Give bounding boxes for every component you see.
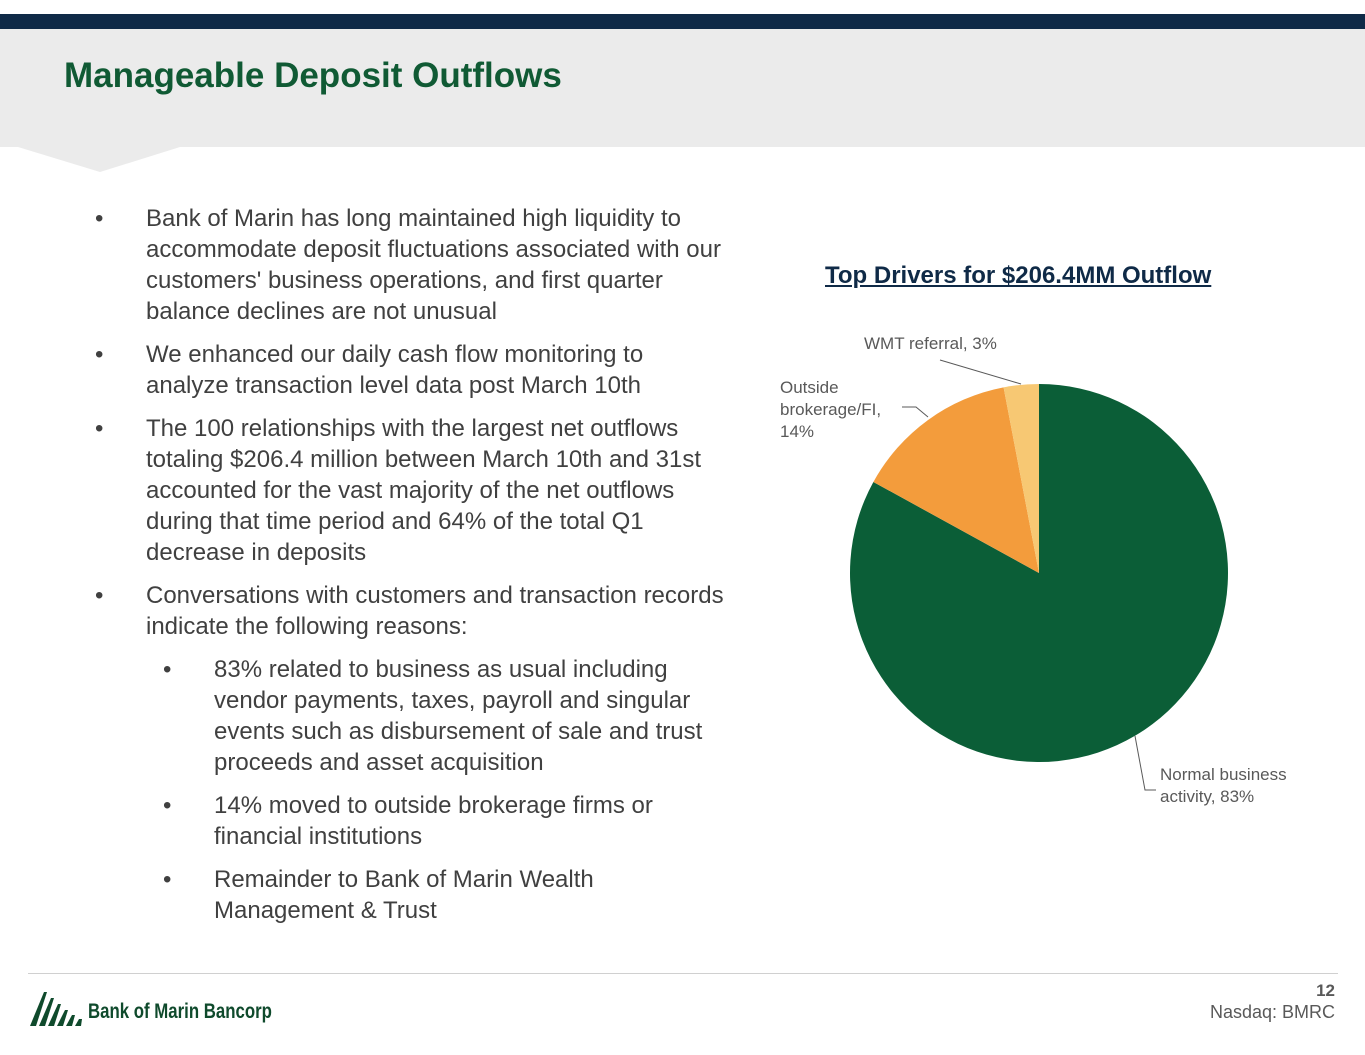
bullet-item: • The 100 relationships with the largest … (88, 413, 728, 568)
bullet-item: • Bank of Marin has long maintained high … (88, 203, 728, 327)
leader-line-normal (1134, 735, 1156, 791)
bullet-text: 83% related to business as usual includi… (214, 656, 703, 776)
label-outside-line: Outside (780, 378, 839, 397)
leader-line-outside (902, 406, 929, 418)
bullet-text: We enhanced our daily cash flow monitori… (146, 341, 644, 399)
label-normal: Normal business activity, 83% (1160, 764, 1287, 808)
chart-title: Top Drivers for $206.4MM Outflow (825, 262, 1212, 289)
sub-bullet-item: • 14% moved to outside brokerage firms or… (88, 790, 728, 852)
page-title: Manageable Deposit Outflows (64, 56, 562, 95)
bullet-dot: • (95, 205, 104, 232)
bullet-dot: • (95, 582, 104, 609)
label-outside-line: 14% (780, 422, 815, 441)
footer-divider (28, 973, 1338, 974)
bullet-item: • We enhanced our daily cash flow monitor… (88, 339, 728, 401)
bullet-dot: • (163, 792, 172, 819)
sub-bullet-item: • 83% related to business as usual includ… (88, 654, 728, 778)
bullet-item: • Conversations with customers and transa… (88, 580, 728, 642)
bullet-dot: • (95, 415, 104, 442)
leader-line-wmt (939, 359, 1022, 385)
bullet-dot: • (95, 341, 104, 368)
bullet-list: • Bank of Marin has long maintained high … (88, 203, 728, 938)
label-outside: Outside brokerage/FI, 14% (780, 377, 881, 443)
bullet-text: Bank of Marin has long maintained high l… (146, 205, 721, 325)
page-number: 12 (1316, 981, 1335, 1000)
company-name: Bank of Marin Bancorp (88, 1000, 272, 1023)
bullet-text: The 100 relationships with the largest n… (146, 415, 702, 566)
header-band (0, 29, 1365, 147)
header-notch (18, 147, 180, 172)
label-outside-line: brokerage/FI, (780, 400, 882, 419)
bullet-dot: • (163, 656, 172, 683)
label-normal-line: activity, 83% (1160, 787, 1255, 806)
sub-bullet-item: • Remainder to Bank of Marin Wealth Manag… (88, 864, 728, 926)
bullet-dot: • (163, 866, 172, 893)
pie-slice-outside (873, 387, 1039, 573)
pie-slice-wmt (1003, 384, 1039, 573)
label-normal-line: Normal business (1160, 765, 1287, 784)
label-wmt-line: WMT referral, 3% (864, 334, 997, 353)
bank-logo-mark (30, 992, 82, 1026)
top-accent-bar (0, 14, 1365, 29)
pie-chart (850, 359, 1228, 791)
bullet-text: Remainder to Bank of Marin Wealth Manage… (214, 866, 594, 924)
ticker: Nasdaq: BMRC (1209, 1002, 1335, 1022)
bullet-text: Conversations with customers and transac… (146, 582, 724, 640)
bullet-text: 14% moved to outside brokerage firms or … (214, 792, 653, 850)
label-wmt: WMT referral, 3% (864, 333, 997, 355)
